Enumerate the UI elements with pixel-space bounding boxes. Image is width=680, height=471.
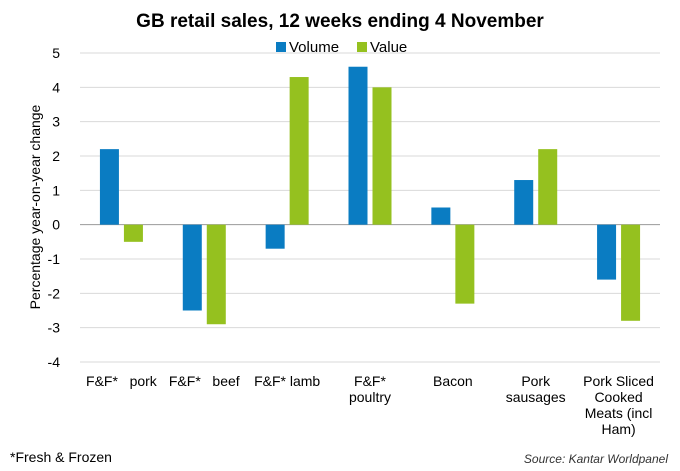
x-category-label: Meats (incl — [585, 405, 653, 421]
bar-value-6 — [621, 224, 641, 321]
x-category-label: poultry — [349, 389, 391, 405]
y-tick-label: 4 — [52, 79, 60, 95]
bar-value-0 — [123, 224, 143, 242]
bar-volume-5 — [514, 180, 534, 225]
legend-swatch-volume — [276, 42, 286, 52]
x-category-label: Ham) — [601, 421, 635, 437]
x-category-label: Pork Sliced — [583, 373, 654, 389]
legend-label-volume: Volume — [289, 39, 339, 56]
legend-swatch-value — [357, 42, 367, 52]
x-axis-categories: F&F* pork F&F* beef F&F* lamb F&F*poultry Ba… — [86, 373, 654, 437]
y-tick-label: -4 — [48, 354, 61, 370]
source-note: Source: Kantar Worldpanel — [523, 452, 668, 466]
bars — [99, 66, 641, 325]
x-category-label: Pork — [521, 373, 551, 389]
bar-volume-4 — [431, 207, 451, 225]
bar-value-5 — [538, 149, 558, 225]
chart-title: GB retail sales, 12 weeks ending 4 Novem… — [136, 11, 544, 32]
legend: Volume Value — [276, 39, 407, 56]
y-tick-label: 3 — [52, 114, 60, 130]
x-category-label: Cooked — [594, 389, 642, 405]
x-category-label: sausages — [506, 389, 566, 405]
bar-value-4 — [455, 224, 475, 304]
y-tick-label: 0 — [52, 217, 60, 233]
footnote: *Fresh & Frozen — [10, 449, 112, 465]
x-category-label: F&F* beef — [169, 373, 240, 389]
y-tick-label: 2 — [52, 148, 60, 164]
y-axis-label: Percentage year-on-year change — [27, 104, 43, 309]
bar-value-2 — [289, 77, 309, 225]
gridlines — [80, 52, 660, 363]
bar-volume-6 — [597, 224, 617, 280]
legend-label-value: Value — [370, 39, 407, 56]
x-category-label: F&F* pork — [86, 373, 158, 389]
bar-volume-3 — [348, 66, 368, 225]
bar-value-1 — [206, 224, 226, 325]
bar-volume-2 — [265, 224, 285, 249]
bar-volume-0 — [99, 149, 119, 225]
bar-volume-1 — [182, 224, 202, 311]
y-tick-label: -2 — [48, 285, 61, 301]
x-category-label: F&F* — [354, 373, 386, 389]
x-category-label: F&F* lamb — [254, 373, 320, 389]
y-tick-label: 5 — [52, 45, 60, 61]
bar-value-3 — [372, 87, 392, 225]
y-tick-label: 1 — [52, 182, 60, 198]
x-category-label: Bacon — [433, 373, 473, 389]
y-tick-label: -1 — [48, 251, 61, 267]
y-axis-ticks: 5 4 3 2 1 0 -1 -2 -3 -4 — [48, 45, 61, 370]
y-tick-label: -3 — [48, 320, 61, 336]
